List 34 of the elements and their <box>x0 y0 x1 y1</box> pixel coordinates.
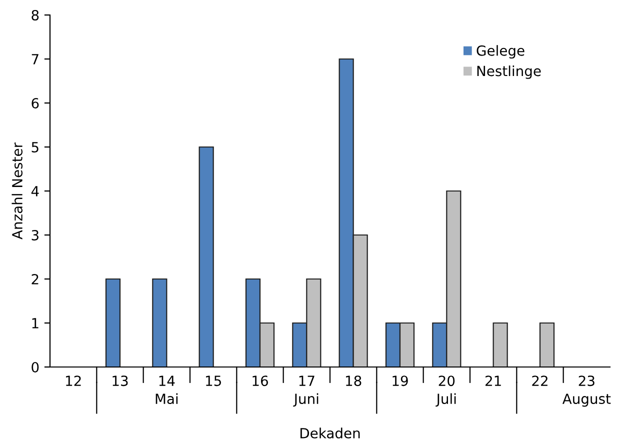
text: Juli <box>436 393 456 407</box>
y-tick-label: 4 <box>31 186 39 196</box>
x-tick-label: 17 <box>299 376 314 386</box>
x-tick-label: 23 <box>578 376 594 386</box>
y-tick-label: 1 <box>32 318 38 328</box>
text: August <box>562 394 611 407</box>
x-axis-title: Dekaden <box>300 428 360 438</box>
bar <box>105 278 121 367</box>
y-tick-label: 3 <box>32 230 38 240</box>
y-axis-title: Anzahl Nester <box>12 142 22 240</box>
y-tick-label: 5 <box>32 142 38 152</box>
x-tick-label: 13 <box>112 376 128 386</box>
x-tick-label: 14 <box>159 376 175 386</box>
x-tick-label: 20 <box>438 376 455 386</box>
y-tick-label: 8 <box>32 10 39 20</box>
x-tick-label: 15 <box>206 376 221 386</box>
x-tick-label: 18 <box>346 376 362 386</box>
text: Juni <box>293 393 318 407</box>
x-tick-label: 19 <box>392 376 408 386</box>
legend-label: Gelege <box>476 45 524 59</box>
x-tick-label: 21 <box>486 376 501 386</box>
x-tick-label: 22 <box>532 376 548 386</box>
bar <box>198 146 214 367</box>
x-tick-label: 12 <box>66 376 81 386</box>
y-tick-label: 7 <box>32 54 38 64</box>
text: Mai <box>156 393 178 404</box>
y-tick-label: 2 <box>32 274 38 284</box>
y-tick-label: 0 <box>32 362 39 372</box>
x-tick-label: 16 <box>252 376 268 386</box>
bar <box>152 278 168 367</box>
bar <box>492 322 508 367</box>
legend-label: Nestlinge <box>477 65 541 79</box>
bar <box>539 322 555 367</box>
y-tick-label: 6 <box>32 98 39 108</box>
